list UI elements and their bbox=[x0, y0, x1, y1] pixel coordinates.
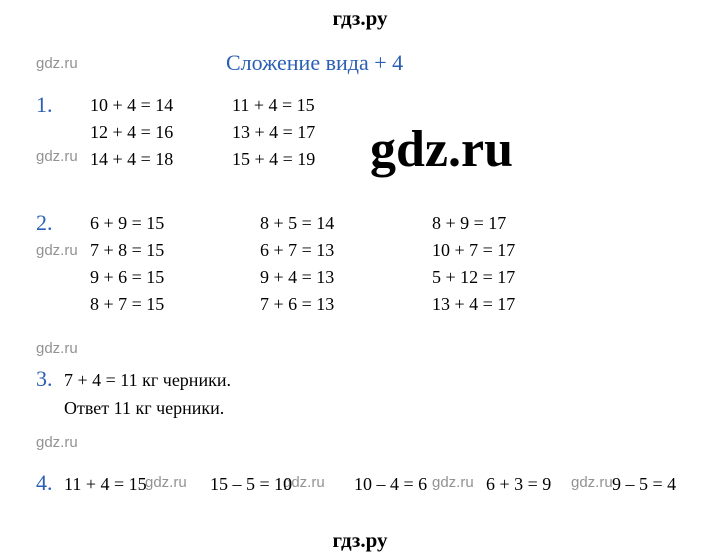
problem-number-2: 2. bbox=[36, 210, 53, 236]
equation: 9 + 6 = 15 bbox=[90, 267, 164, 288]
watermark: gdz.ru bbox=[36, 434, 78, 451]
equation: 8 + 7 = 15 bbox=[90, 294, 164, 315]
equation: 10 + 4 = 14 bbox=[90, 95, 173, 116]
watermark: gdz.ru bbox=[571, 474, 613, 491]
equation: 11 + 4 = 15 bbox=[64, 474, 147, 495]
equation: 7 + 8 = 15 bbox=[90, 240, 164, 261]
equation: 6 + 9 = 15 bbox=[90, 213, 164, 234]
equation: 7 + 6 = 13 bbox=[260, 294, 334, 315]
section-title: Сложение вида + 4 bbox=[226, 50, 403, 76]
equation: 15 – 5 = 10 bbox=[210, 474, 292, 495]
watermark: gdz.ru bbox=[36, 55, 78, 72]
equation: 10 + 7 = 17 bbox=[432, 240, 515, 261]
page-footer: гдз.ру bbox=[0, 528, 720, 553]
equation: 5 + 12 = 17 bbox=[432, 267, 515, 288]
page-header: гдз.ру bbox=[0, 6, 720, 31]
equation: 11 + 4 = 15 bbox=[232, 95, 315, 116]
equation: 13 + 4 = 17 bbox=[432, 294, 515, 315]
watermark: gdz.ru bbox=[36, 340, 78, 357]
problem-number-1: 1. bbox=[36, 92, 53, 118]
watermark-large: gdz.ru bbox=[370, 120, 513, 179]
watermark: gdz.ru bbox=[36, 148, 78, 165]
equation: 13 + 4 = 17 bbox=[232, 122, 315, 143]
equation: 8 + 9 = 17 bbox=[432, 213, 506, 234]
equation: 15 + 4 = 19 bbox=[232, 149, 315, 170]
equation: 12 + 4 = 16 bbox=[90, 122, 173, 143]
answer-line: 7 + 4 = 11 кг черники. bbox=[64, 370, 231, 391]
equation: 9 – 5 = 4 bbox=[612, 474, 676, 495]
equation: 6 + 7 = 13 bbox=[260, 240, 334, 261]
equation: 8 + 5 = 14 bbox=[260, 213, 334, 234]
problem-number-4: 4. bbox=[36, 470, 53, 496]
watermark: gdz.ru bbox=[145, 474, 187, 491]
equation: 10 – 4 = 6 bbox=[354, 474, 427, 495]
answer-line: Ответ 11 кг черники. bbox=[64, 398, 224, 419]
watermark: gdz.ru bbox=[432, 474, 474, 491]
equation: 14 + 4 = 18 bbox=[90, 149, 173, 170]
watermark: gdz.ru bbox=[36, 242, 78, 259]
problem-number-3: 3. bbox=[36, 366, 53, 392]
equation: 9 + 4 = 13 bbox=[260, 267, 334, 288]
equation: 6 + 3 = 9 bbox=[486, 474, 551, 495]
